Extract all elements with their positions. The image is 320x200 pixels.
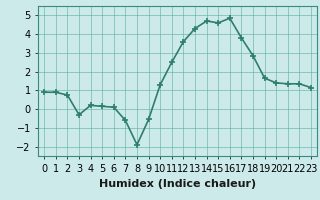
X-axis label: Humidex (Indice chaleur): Humidex (Indice chaleur) bbox=[99, 179, 256, 189]
